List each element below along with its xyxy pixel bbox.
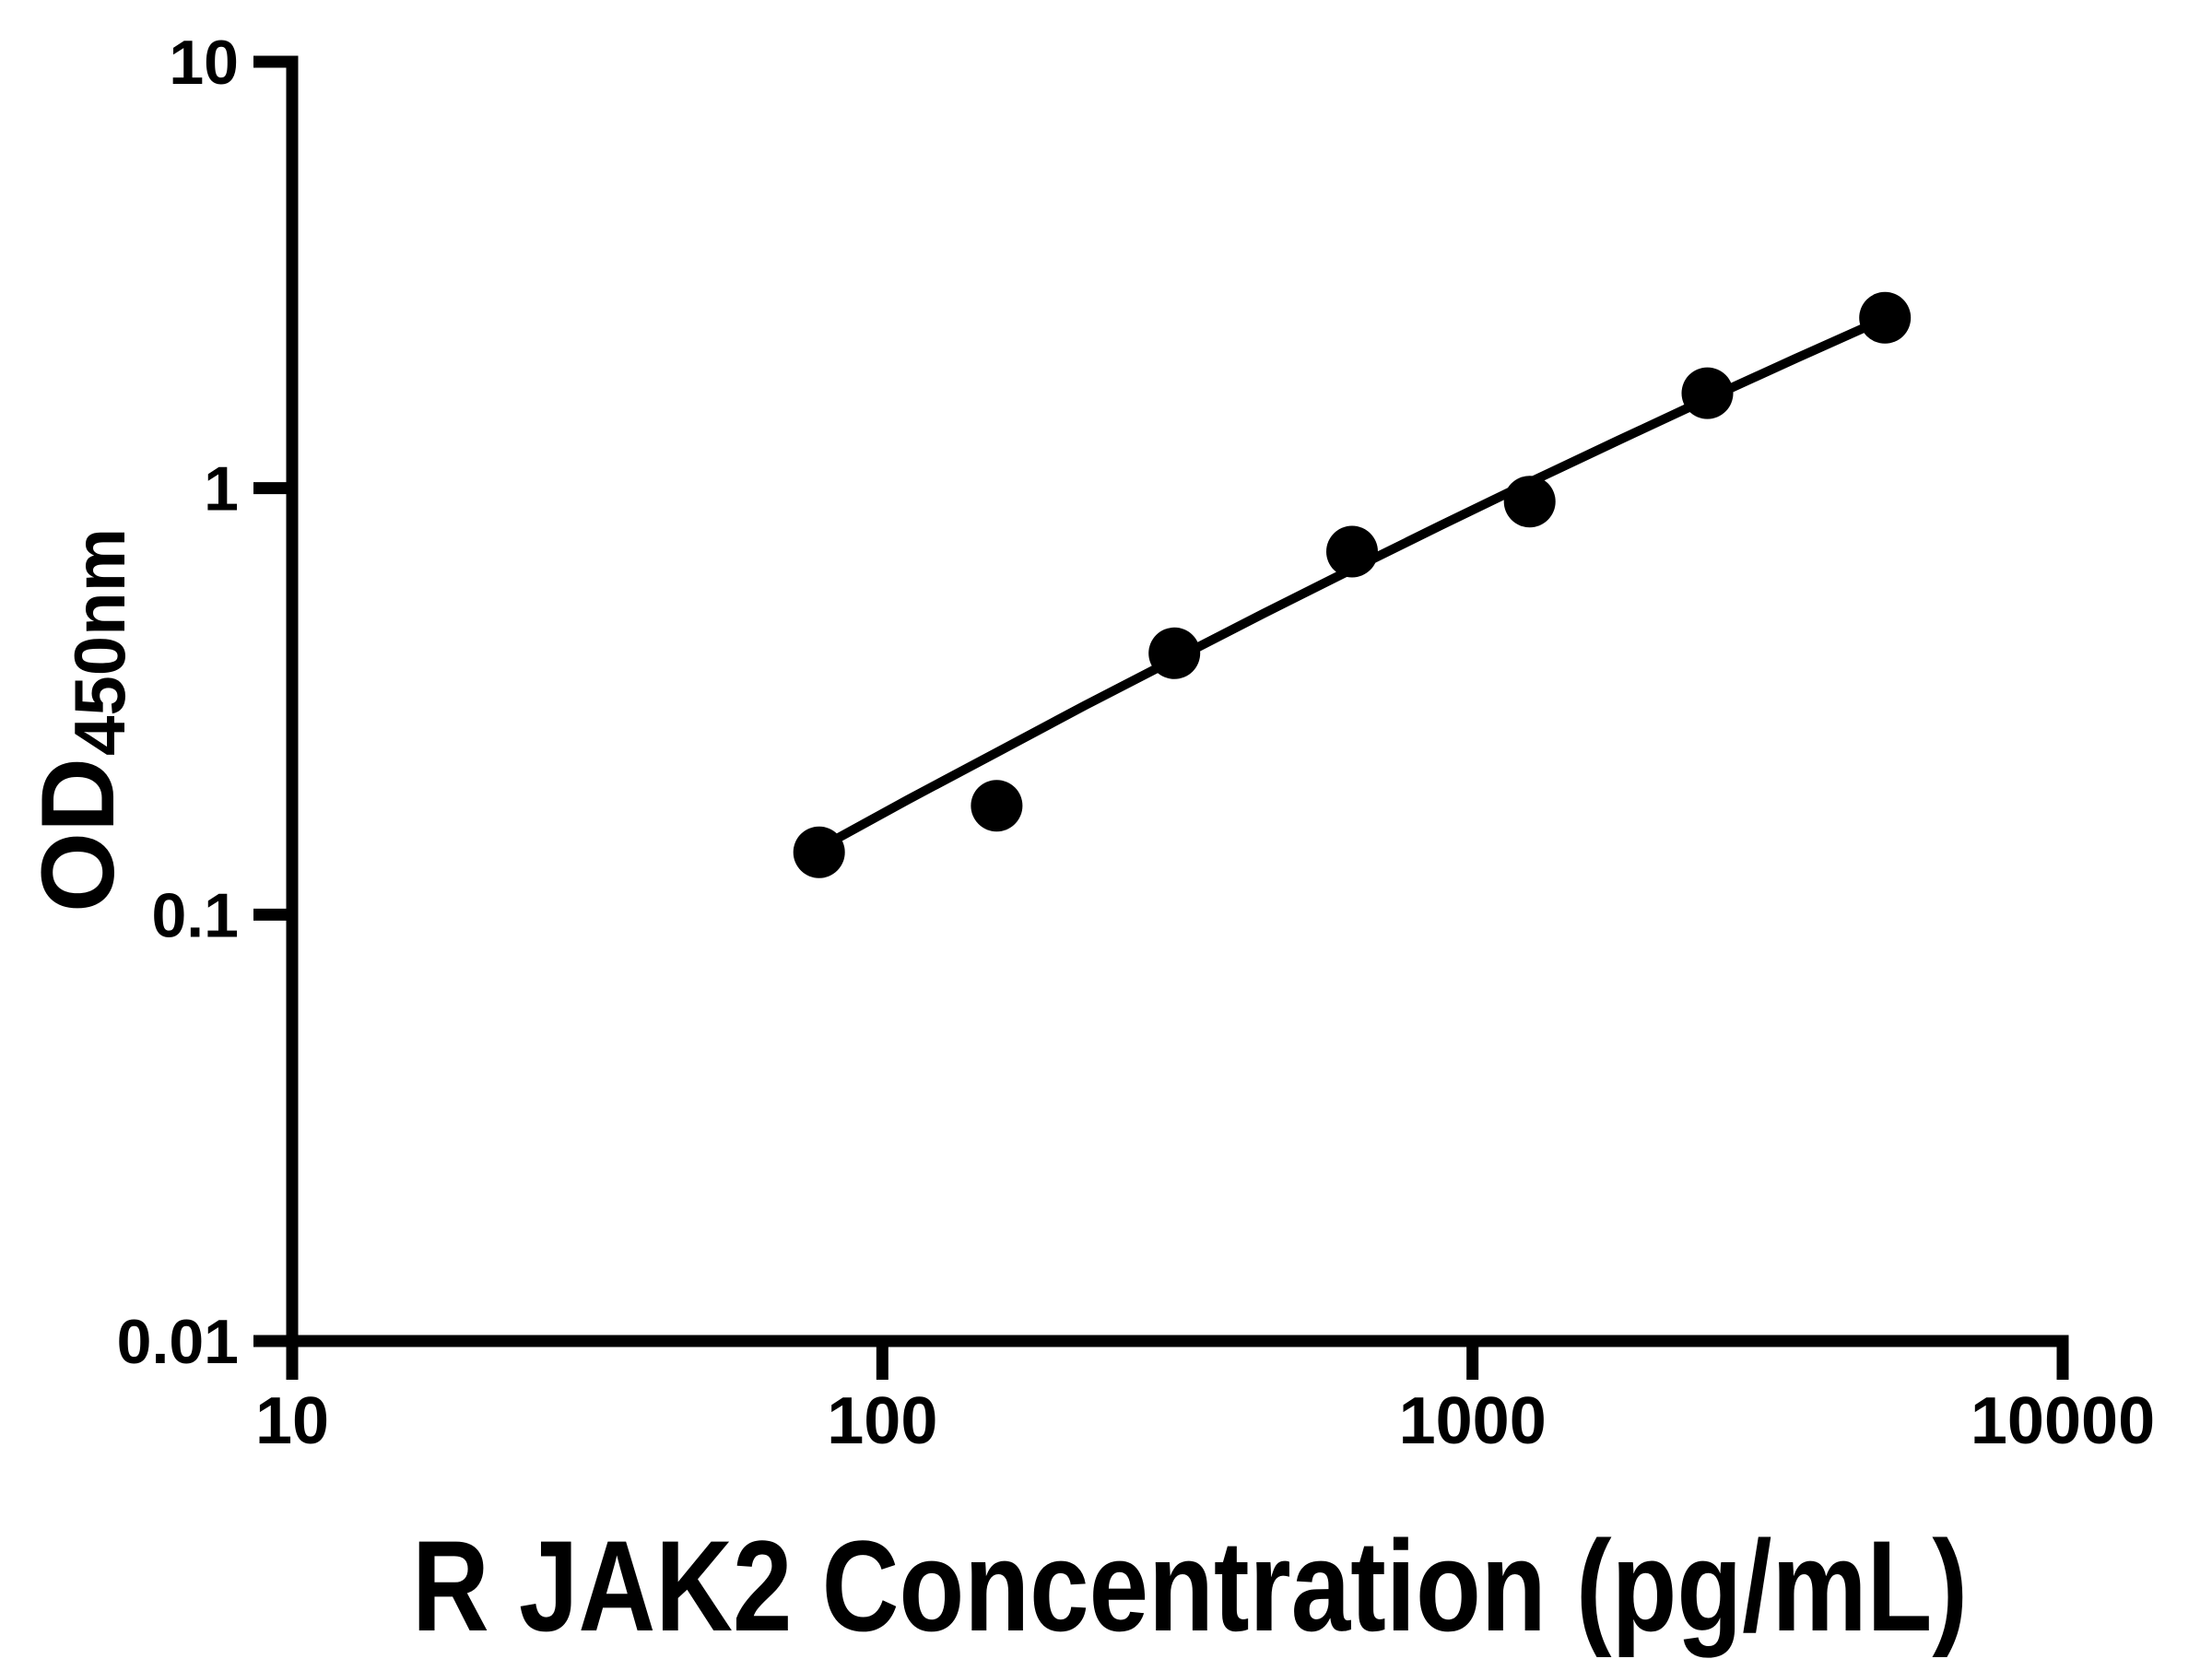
x-tick-label: 100 [827,1384,937,1458]
x-tick-label: 10 [255,1384,329,1458]
y-tick-label: 10 [169,28,239,98]
y-axis-title-subscript: 450nm [59,528,140,756]
data-point [1326,525,1378,578]
data-point [1148,627,1201,679]
y-tick-label: 1 [204,454,239,524]
y-tick-label: 0.1 [151,880,239,950]
y-tick-label: 0.01 [117,1307,239,1377]
data-point [793,826,845,878]
y-axis-title: OD450nm [20,528,140,912]
x-axis-title: R JAK2 Concentration (pg/mL) [412,1513,1968,1658]
data-point [1503,476,1556,528]
x-tick-label: 1000 [1399,1384,1547,1458]
y-axis-title-main: OD [20,758,135,912]
data-point [1859,291,1912,344]
data-point [971,780,1023,832]
data-point [1681,367,1734,419]
x-tick-label: 10000 [1971,1384,2155,1458]
